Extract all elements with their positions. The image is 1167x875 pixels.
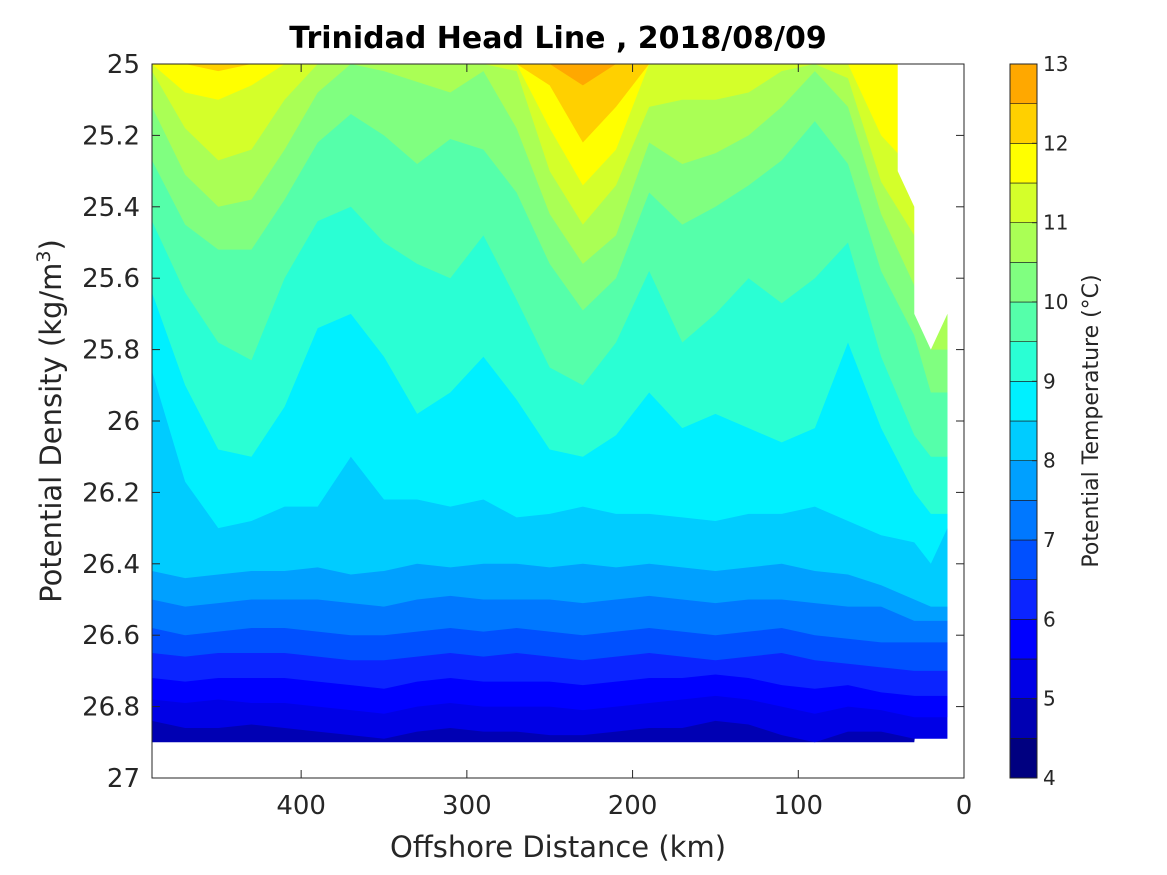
x-tick-label: 400: [276, 791, 326, 821]
colorbar-tick-label: 12: [1043, 131, 1068, 155]
contour-band-12: [152, 64, 948, 143]
y-tick-label: 26: [107, 407, 140, 437]
colorbar-swatch: [1009, 143, 1038, 184]
colorbar: [1009, 63, 1038, 779]
no-data-region: [897, 64, 964, 350]
chart-title: Trinidad Head Line , 2018/08/09: [289, 21, 826, 56]
y-tick-label: 26.2: [82, 478, 140, 508]
y-tick-label: 25.4: [82, 193, 140, 223]
colorbar-tick-label: 4: [1043, 766, 1056, 790]
x-tick-label: 300: [442, 791, 492, 821]
colorbar-tick-label: 11: [1043, 211, 1068, 235]
colorbar-swatch: [1009, 103, 1038, 144]
colorbar-tick-label: 8: [1043, 449, 1056, 473]
colorbar-swatch: [1009, 579, 1038, 620]
colorbar-swatch: [1009, 63, 1038, 104]
y-tick-label: 25.2: [82, 121, 140, 151]
colorbar-label: Potential Temperature (°C): [1079, 274, 1104, 567]
x-tick-label: 0: [956, 791, 973, 821]
y-axis-label-base: Potential Density (kg/m: [34, 263, 68, 603]
colorbar-frame: [1009, 63, 1038, 779]
colorbar-swatch: [1009, 301, 1038, 342]
colorbar-swatch: [1009, 658, 1038, 699]
y-tick-label: 27: [107, 764, 140, 794]
y-tick-label: 26.6: [82, 621, 140, 651]
y-tick-label: 25.6: [82, 264, 140, 294]
colorbar-swatch: [1009, 262, 1038, 303]
colorbar-tick-label: 7: [1043, 528, 1056, 552]
colorbar-swatch: [1009, 698, 1038, 739]
x-tick-label: 100: [773, 791, 823, 821]
colorbar-tick-label: 5: [1043, 687, 1056, 711]
colorbar-ticks: 4 5 6 7 8 9 10 11 12 13: [1032, 52, 1068, 790]
x-axis-label: Offshore Distance (km): [390, 830, 726, 864]
colorbar-swatch: [1009, 420, 1038, 461]
colorbar-tick-label: 9: [1043, 369, 1056, 393]
y-axis: 25 25.2 25.4 25.6 25.8 26 26.2 26.4 26.6 26.8 27: [82, 50, 964, 794]
colorbar-swatch: [1009, 341, 1038, 382]
x-tick-label: 200: [608, 791, 658, 821]
y-axis-label: Potential Density (kg/m3): [33, 239, 68, 603]
contour-band-11.5: [152, 64, 948, 186]
x-axis: 400 300 200 100 0: [276, 64, 972, 821]
colorbar-swatch: [1009, 222, 1038, 263]
colorbar-tick-label: 13: [1043, 52, 1068, 76]
colorbar-swatch: [1009, 500, 1038, 541]
contour-band-10: [152, 64, 948, 393]
y-tick-label: 25.8: [82, 336, 140, 366]
colorbar-tick-label: 10: [1043, 290, 1068, 314]
y-tick-label: 26.8: [82, 693, 140, 723]
y-tick-label: 26.4: [82, 550, 140, 580]
y-axis-label-sup: 3: [33, 250, 55, 262]
colorbar-swatch: [1009, 182, 1038, 223]
contour-fills: [152, 64, 964, 743]
colorbar-swatch: [1009, 381, 1038, 422]
colorbar-swatch: [1009, 460, 1038, 501]
colorbar-swatch: [1009, 738, 1038, 779]
colorbar-swatch: [1009, 539, 1038, 580]
colorbar-swatch: [1009, 619, 1038, 660]
contour-band-10.5: [152, 64, 948, 350]
y-axis-label-close: ): [34, 239, 68, 250]
colorbar-tick-label: 6: [1043, 607, 1056, 631]
y-tick-label: 25: [107, 50, 140, 80]
